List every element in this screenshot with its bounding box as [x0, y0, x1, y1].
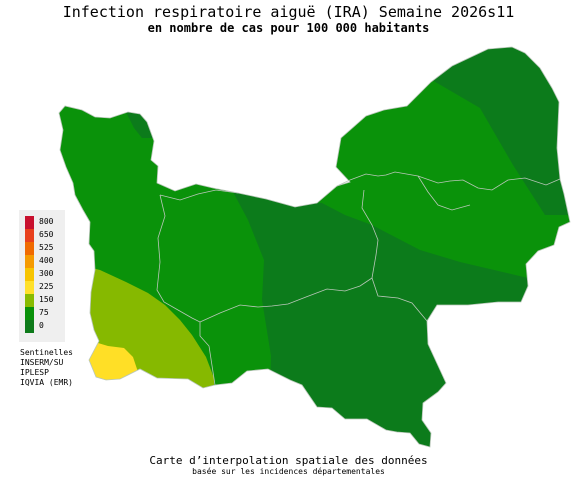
source-line: IQVIA (EMR) — [20, 378, 73, 387]
department-borders — [156, 171, 561, 386]
legend-label: 800 — [39, 217, 54, 226]
legend-label: 300 — [39, 269, 54, 278]
south-west-yellow-zone — [88, 343, 138, 380]
legend-label: 525 — [39, 243, 54, 252]
map-title: Infection respiratoire aiguë (IRA) Semai… — [62, 3, 515, 21]
legend-swatch — [25, 294, 34, 307]
map-subtitle: en nombre de cas pour 100 000 habitants — [147, 21, 430, 35]
border-east-inner — [417, 175, 471, 211]
legend-item: 300 — [25, 268, 65, 281]
legend-item: 650 — [25, 229, 65, 242]
legend-swatch — [25, 216, 34, 229]
legend-label: 75 — [39, 308, 49, 317]
legend-label: 650 — [39, 230, 54, 239]
legend-swatch — [25, 242, 34, 255]
legend-item: 800 — [25, 216, 65, 229]
legend-item: 400 — [25, 255, 65, 268]
border-center-north — [159, 189, 239, 201]
north-east-dark-zone — [430, 47, 570, 215]
border-east-department — [361, 189, 428, 322]
legend-item: 0 — [25, 320, 65, 333]
legend-label: 0 — [39, 321, 44, 330]
border-center-south — [199, 277, 373, 323]
source-line: Sentinelles — [20, 348, 73, 357]
legend: 800 650 525 400 300 225 150 75 0 — [19, 210, 65, 342]
map-caption-sub: basée sur les incidences départementales — [192, 467, 385, 476]
legend-label: 400 — [39, 256, 54, 265]
legend-label: 150 — [39, 295, 54, 304]
legend-swatch — [25, 268, 34, 281]
legend-swatch — [25, 281, 34, 294]
legend-item: 225 — [25, 281, 65, 294]
legend-item: 150 — [25, 294, 65, 307]
border-north-east-west — [336, 171, 561, 191]
legend-swatch — [25, 229, 34, 242]
legend-swatch — [25, 307, 34, 320]
legend-label: 225 — [39, 282, 54, 291]
legend-item: 75 — [25, 307, 65, 320]
legend-swatch — [25, 320, 34, 333]
source-line: IPLESP — [20, 368, 49, 377]
border-west-department — [156, 194, 216, 386]
legend-item: 525 — [25, 242, 65, 255]
source-line: INSERM/SU — [20, 358, 64, 367]
legend-swatch — [25, 255, 34, 268]
map-caption: Carte d’interpolation spatiale des donné… — [149, 454, 428, 467]
data-sources: Sentinelles INSERM/SU IPLESP IQVIA (EMR) — [20, 348, 73, 388]
